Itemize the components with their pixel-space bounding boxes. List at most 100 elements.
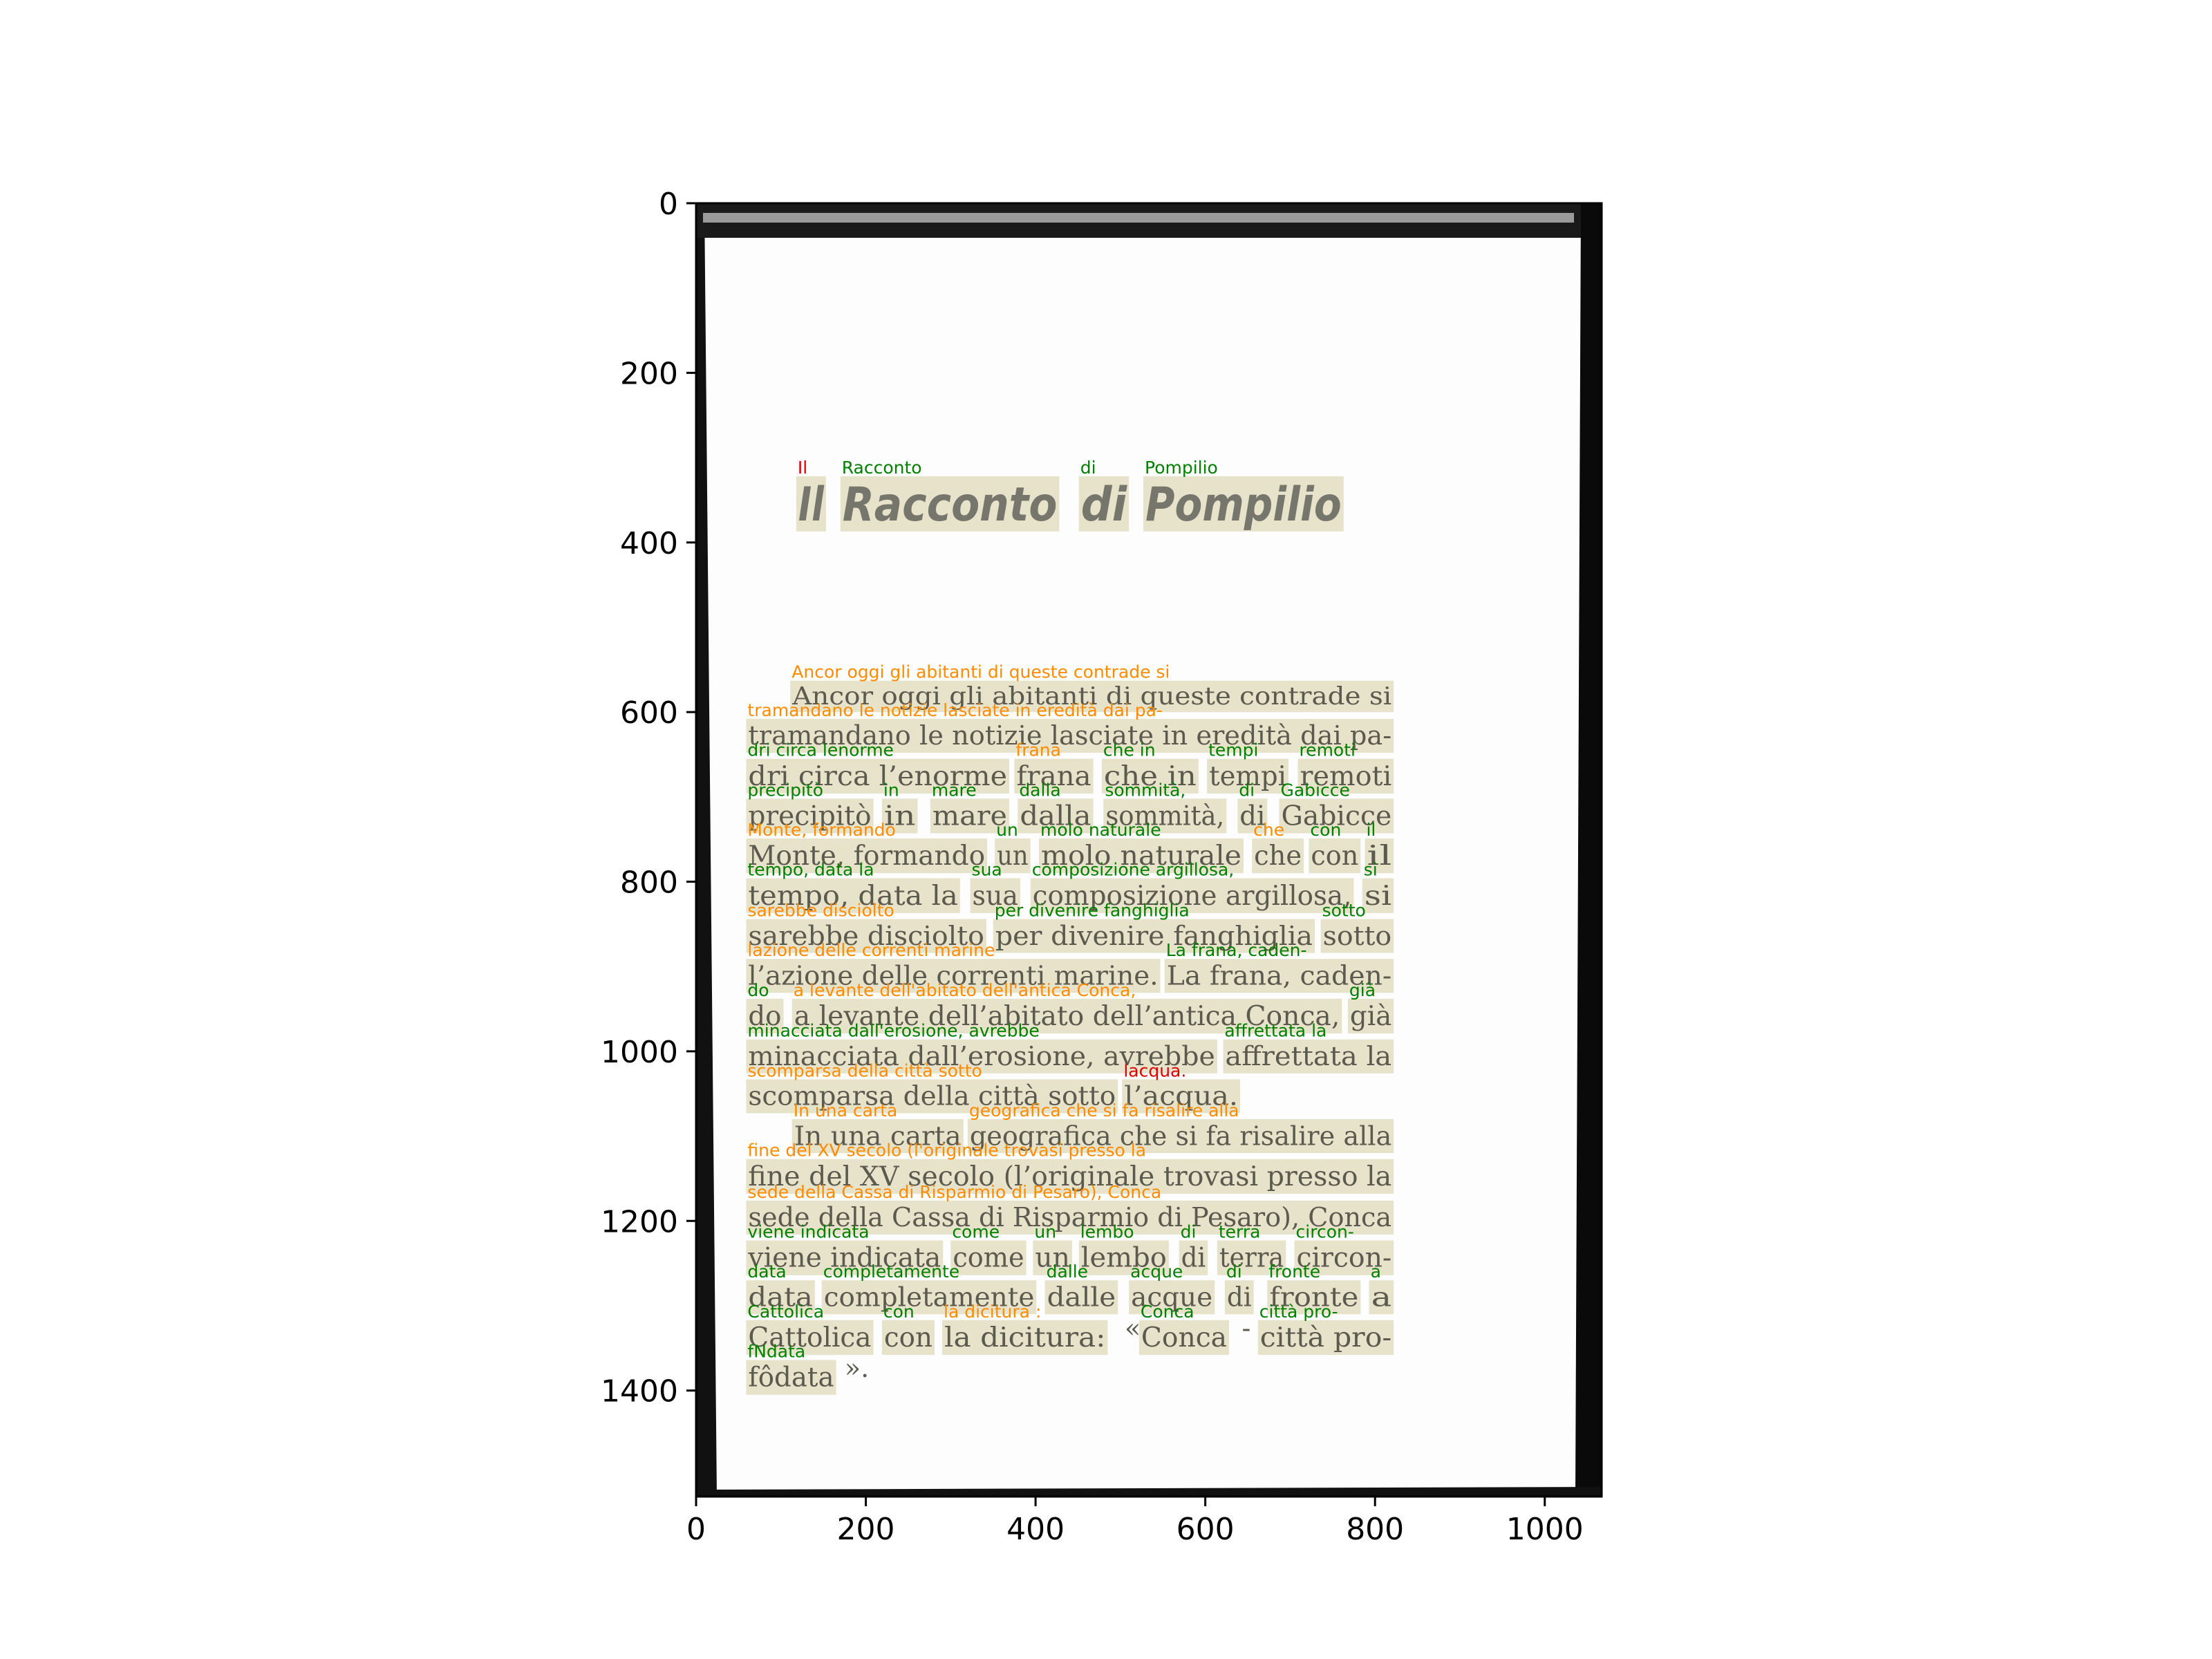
ocr-box xyxy=(995,838,1031,874)
ocr-box xyxy=(970,878,1020,913)
ocr-label: Cattolica xyxy=(747,1302,824,1322)
scan-word: terra xyxy=(1219,1243,1284,1274)
scan-word: composizione argillosa, xyxy=(1033,881,1352,912)
ocr-label: terra xyxy=(1219,1221,1261,1241)
ocr-label: molo naturale xyxy=(1040,820,1161,840)
ocr-label: sua xyxy=(972,860,1002,880)
ocr-label: a xyxy=(1371,1262,1381,1282)
ocr-box xyxy=(1030,878,1354,913)
ocr-box xyxy=(1279,798,1394,834)
ocr-box xyxy=(791,998,1342,1034)
ocr-label: completamente xyxy=(823,1262,959,1282)
ocr-label: data xyxy=(747,1262,786,1282)
ocr-box xyxy=(1320,919,1394,953)
ocr-box xyxy=(1164,959,1394,993)
ocr-box xyxy=(746,1079,1118,1114)
ocr-box xyxy=(746,1200,1394,1235)
ocr-box xyxy=(1217,1240,1286,1275)
ocr-label: dalla xyxy=(1019,780,1060,800)
ocr-label: che xyxy=(1253,820,1284,840)
x-tick-label: 0 xyxy=(686,1512,706,1547)
ocr-label: fine del XV secolo (l'originale trovasi … xyxy=(747,1141,1146,1161)
ocr-box xyxy=(746,959,1161,993)
ocr-box xyxy=(1103,798,1227,834)
scan-word: molo naturale xyxy=(1041,841,1241,872)
ocr-label: fNdata xyxy=(747,1341,805,1361)
ocr-box xyxy=(1362,878,1394,913)
y-tick-label: 200 xyxy=(620,356,678,391)
ocr-box xyxy=(930,798,1010,834)
y-tick-label: 400 xyxy=(620,526,678,561)
scan-word: di xyxy=(1227,1282,1252,1313)
title-word: di xyxy=(1081,477,1127,532)
y-tick-label: 600 xyxy=(620,695,678,731)
ocr-box xyxy=(950,1240,1027,1275)
ocr-label: dalle xyxy=(1047,1262,1088,1282)
ocr-box xyxy=(746,838,988,874)
ocr-box xyxy=(1207,758,1288,794)
scan-word: fôdata xyxy=(748,1362,834,1394)
title-word: Il xyxy=(798,477,825,532)
ocr-box xyxy=(967,1119,1394,1154)
scan-word: Ancor oggi gli abitanti di queste contra… xyxy=(791,682,1391,711)
x-tick-label: 800 xyxy=(1346,1512,1404,1547)
ocr-label: per divenire fanghiglia xyxy=(995,900,1190,920)
scan-word: affrettata la xyxy=(1225,1041,1391,1072)
scan-word: a xyxy=(1371,1282,1392,1313)
scan-word: sarebbe disciolto xyxy=(748,921,984,952)
ocr-label: circon- xyxy=(1296,1221,1354,1241)
scan-word: la dicitura: xyxy=(944,1322,1105,1353)
ocr-box xyxy=(1223,1039,1394,1074)
ocr-box xyxy=(1297,758,1394,794)
ocr-label: sommità, xyxy=(1105,780,1185,800)
ocr-label: con xyxy=(1310,820,1341,840)
ocr-box xyxy=(1033,1240,1072,1275)
ocr-label: come xyxy=(952,1221,1000,1241)
scan-word: dalle xyxy=(1047,1282,1116,1313)
scan-word: completamente xyxy=(824,1282,1035,1313)
x-tick-label: 400 xyxy=(1006,1512,1065,1547)
ocr-label: Conca xyxy=(1141,1302,1194,1322)
x-tick-label: 1000 xyxy=(1506,1512,1584,1547)
scan-word: Monte, formando xyxy=(748,841,985,872)
ocr-box xyxy=(993,919,1315,953)
ocr-label: in xyxy=(883,780,899,800)
scan-word: un xyxy=(1035,1243,1069,1274)
ocr-box xyxy=(746,1159,1394,1194)
ocr-box xyxy=(746,998,784,1034)
scan-word: tramandano le notizie lasciate in eredit… xyxy=(748,720,1391,751)
scan-word: remoti xyxy=(1300,761,1391,792)
scan-word: tempo, data la xyxy=(748,881,957,912)
scan-word: si xyxy=(1365,881,1391,912)
ocr-box xyxy=(1237,798,1268,834)
scan-word: che xyxy=(1254,841,1302,872)
y-tick-label: 800 xyxy=(620,865,678,901)
scan-word: che in xyxy=(1104,761,1197,792)
ocr-label: composizione argillosa, xyxy=(1032,860,1235,880)
scan-word: mare xyxy=(932,801,1007,832)
ocr-box xyxy=(1101,758,1199,794)
ocr-box xyxy=(942,1320,1108,1356)
ocr-label: Il xyxy=(798,458,807,478)
ocr-label: tramandano le notizie lasciate in eredit… xyxy=(747,700,1163,720)
ocr-label: di xyxy=(1181,1221,1197,1241)
ocr-label: frana xyxy=(1015,740,1061,760)
ocr-box xyxy=(1039,838,1244,874)
y-tick-label: 1400 xyxy=(601,1374,678,1409)
ocr-label: che in xyxy=(1103,740,1156,760)
scan-word: sotto xyxy=(1323,921,1392,952)
ocr-box xyxy=(1078,476,1130,532)
ocr-label: scomparsa della città sotto xyxy=(747,1060,982,1080)
scan-word: come xyxy=(953,1243,1024,1274)
scan-right-edge xyxy=(1575,203,1602,1497)
ocr-label: affrettata la xyxy=(1224,1021,1327,1041)
scan-word: dri circa l’enorme xyxy=(748,761,1007,792)
scan-word: frana xyxy=(1016,761,1091,792)
ocr-label: sotto xyxy=(1322,900,1366,920)
ocr-box xyxy=(840,476,1060,532)
scan-word: - xyxy=(1241,1313,1250,1343)
ocr-box xyxy=(1014,758,1094,794)
ocr-box xyxy=(746,718,1394,753)
scan-word: Gabicce xyxy=(1281,801,1391,832)
y-tick-label: 1000 xyxy=(601,1035,678,1070)
